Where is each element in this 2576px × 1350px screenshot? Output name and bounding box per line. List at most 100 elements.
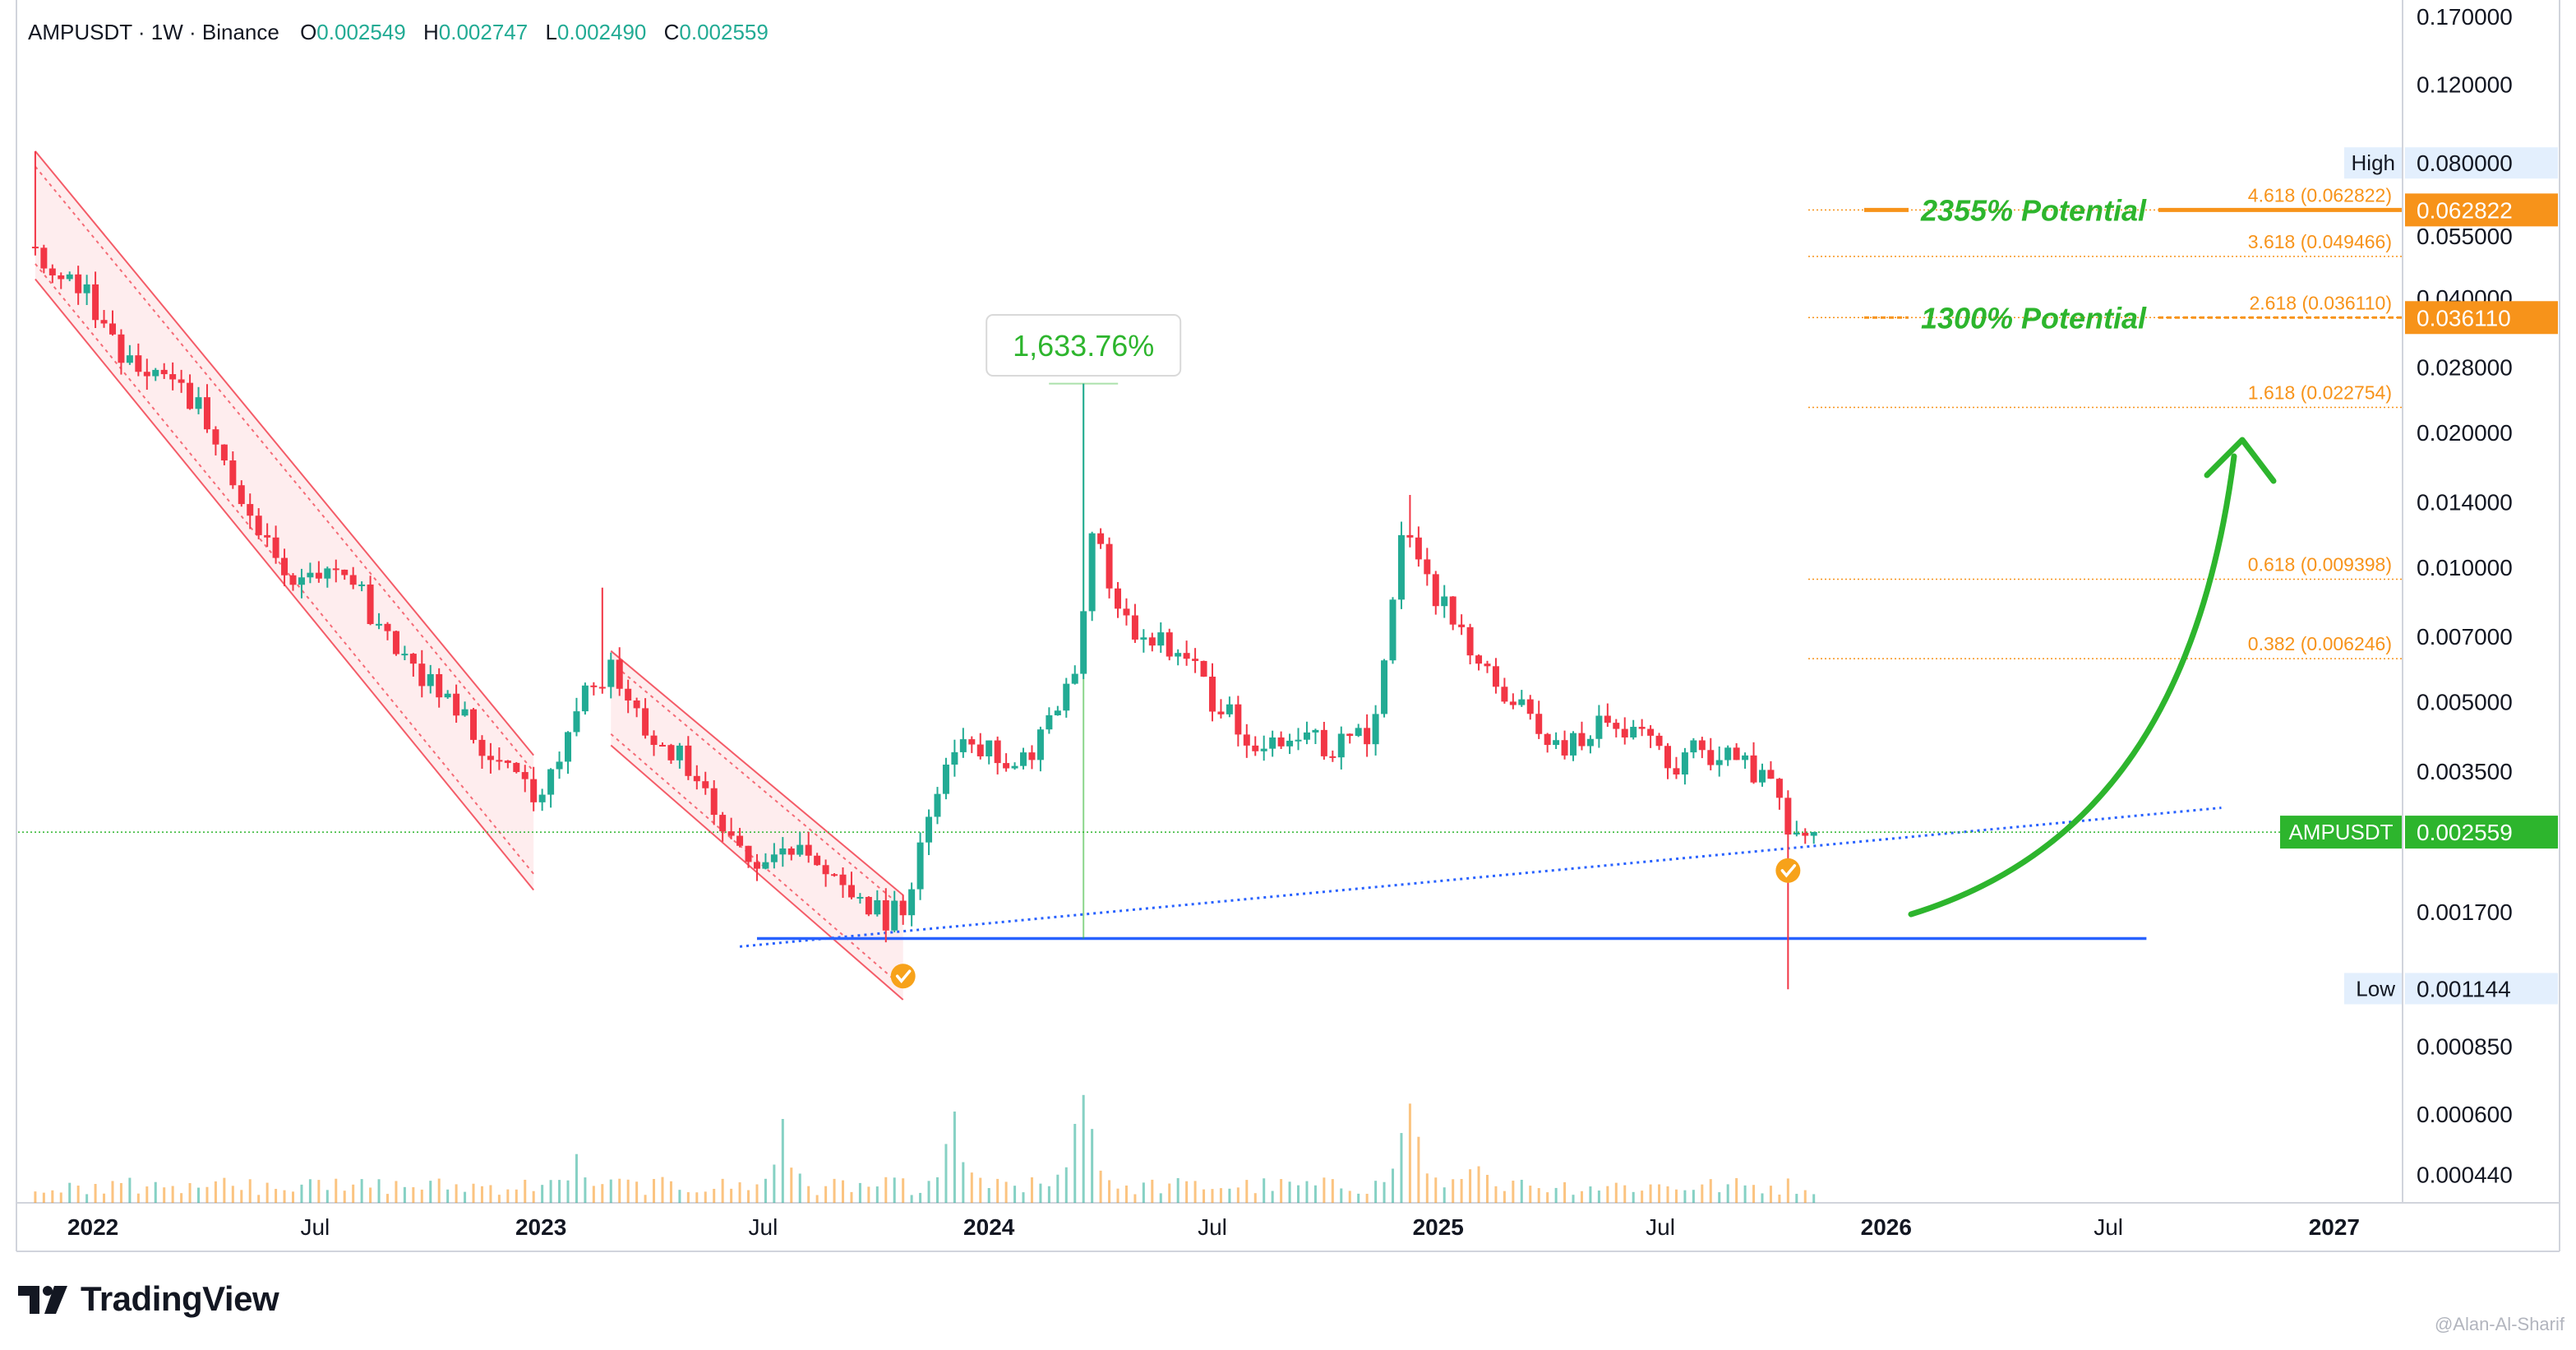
volume-bar (352, 1184, 355, 1203)
volume-bar (755, 1184, 759, 1203)
candle-body (573, 711, 580, 733)
volume-bar (1529, 1186, 1532, 1203)
volume-bar (283, 1190, 286, 1203)
candle-body (1724, 747, 1732, 761)
candle-body (1166, 632, 1173, 657)
candle-body (247, 504, 254, 516)
volume-bar (1546, 1192, 1549, 1203)
candle-body (1673, 768, 1680, 774)
volume-bar (197, 1187, 201, 1203)
candle-body (1131, 615, 1138, 640)
volume-bar (902, 1178, 905, 1203)
volume-bar (747, 1190, 750, 1203)
price-axis-tick: 0.010000 (2417, 555, 2513, 580)
candle-body (1106, 543, 1113, 589)
candle-body (1518, 699, 1526, 705)
volume-bar (68, 1182, 72, 1203)
volume-bar (1537, 1188, 1540, 1203)
candle-body (92, 284, 99, 321)
volume-bar (575, 1154, 578, 1203)
candle-body (143, 372, 150, 377)
time-axis-tick: 2022 (67, 1214, 118, 1240)
candle-body (934, 793, 941, 817)
volume-bar (103, 1193, 106, 1203)
volume-bar (592, 1186, 595, 1203)
tradingview-brand[interactable]: TradingView (18, 1279, 279, 1319)
candle-body (916, 842, 924, 890)
candle-body (1269, 737, 1276, 749)
candle-body (1355, 728, 1362, 737)
symbol-legend[interactable]: AMPUSDT · 1W · Binance O0.002549 H0.0027… (28, 20, 769, 44)
volume-bar (1400, 1133, 1403, 1203)
candle-body (1613, 723, 1620, 729)
candle-body (212, 429, 219, 445)
volume-bar (524, 1179, 527, 1203)
candle-body (1312, 729, 1319, 733)
candle-body (1415, 537, 1422, 560)
candle-body (882, 899, 889, 931)
descending-channels (35, 150, 904, 1001)
volume-bar (497, 1195, 501, 1203)
volume-bar (1039, 1183, 1042, 1203)
candle-body (195, 397, 202, 409)
volume-bar (1649, 1184, 1652, 1203)
volume-bar (1185, 1181, 1189, 1203)
candle-body (427, 673, 434, 687)
volume-bar (1108, 1180, 1111, 1203)
measure-label[interactable]: 1,633.76% (986, 314, 1182, 377)
volume-bar (704, 1191, 707, 1203)
volume-bar (1280, 1179, 1283, 1203)
current-price-badge: AMPUSDT 0.002559 (2280, 816, 2558, 849)
volume-bar (1786, 1178, 1789, 1203)
volume-bar (781, 1118, 784, 1203)
candle-body (1733, 747, 1740, 761)
time-axis-tick: Jul (1198, 1214, 1227, 1240)
candle-body (307, 572, 314, 578)
volume-bar (240, 1190, 243, 1203)
candle-body (926, 816, 933, 843)
candle-body (1406, 534, 1414, 538)
volume-bar (730, 1188, 733, 1203)
candle-body (1097, 533, 1105, 544)
volume-bar (1047, 1186, 1050, 1203)
volume-bar (1477, 1166, 1480, 1203)
volume-bar (558, 1180, 561, 1203)
ohlc-high-value: 0.002747 (439, 20, 528, 44)
candle-body (1397, 534, 1405, 600)
candle-body (229, 460, 237, 486)
candle-body (409, 654, 417, 664)
candle-body (693, 775, 700, 782)
volume-bar (300, 1184, 303, 1203)
volume-bar (464, 1191, 467, 1203)
candle-body (1337, 733, 1345, 758)
volume-bar (317, 1180, 321, 1203)
candle-body (1553, 740, 1560, 746)
volume-bar (34, 1191, 37, 1203)
volume-bar (1701, 1184, 1704, 1203)
candle-body (298, 577, 305, 585)
candle-body (1123, 608, 1130, 616)
volume-bar (1485, 1174, 1489, 1203)
time-axis-tick: 2024 (963, 1214, 1015, 1240)
volume-bar (395, 1181, 398, 1203)
volume-bar (1013, 1186, 1017, 1203)
volume-bar (205, 1186, 209, 1203)
candle-body (341, 569, 349, 576)
volume-bar (1219, 1188, 1222, 1203)
candle-body (118, 334, 125, 363)
volume-bar (1313, 1185, 1317, 1203)
volume-bar (1133, 1194, 1137, 1203)
volume-bar (76, 1186, 80, 1203)
volume-bar (335, 1178, 338, 1203)
candle-body (255, 515, 262, 535)
candle-body (332, 568, 339, 571)
volume-bar (171, 1186, 174, 1203)
candle-body (1595, 715, 1603, 739)
time-axis-tick: 2026 (1861, 1214, 1912, 1240)
tradingview-wordmark: TradingView (81, 1279, 279, 1318)
volume-bar (695, 1192, 699, 1203)
volume-bar (970, 1172, 973, 1203)
candle-body (1372, 714, 1379, 745)
time-axis-tick: Jul (1646, 1214, 1675, 1240)
